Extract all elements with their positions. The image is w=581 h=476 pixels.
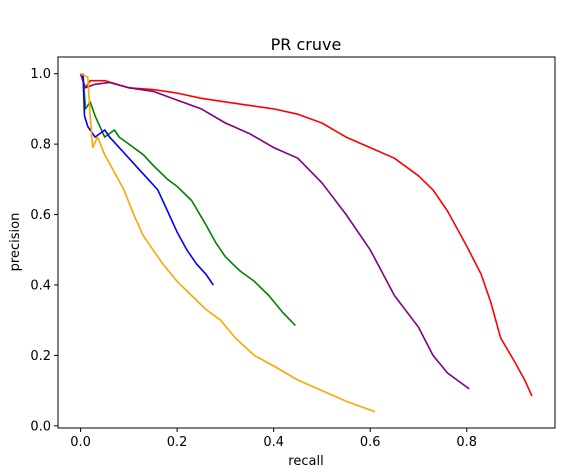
y-tick-label: 0.2 [30,349,51,364]
x-axis: 0.0 0.2 0.4 0.6 0.8 [70,428,477,450]
x-tick-label: 0.2 [167,435,188,450]
y-tick-label: 0.8 [30,138,51,153]
y-tick-label: 1.0 [30,67,51,82]
x-tick-label: 0.0 [70,435,91,450]
y-tick-label: 0.6 [30,208,51,223]
x-tick-label: 0.6 [360,435,381,450]
series-line-5 [80,72,376,413]
plot-frame [57,56,556,429]
x-tick-label: 0.4 [263,435,284,450]
series-line-2 [79,73,470,390]
chart-title: PR cruve [271,35,342,54]
y-axis: 0.0 0.2 0.4 0.6 0.8 1.0 [30,67,58,434]
y-tick-label: 0.0 [30,419,51,434]
y-axis-label: precision [8,213,23,272]
series-line-3 [82,73,296,327]
plot-area [79,72,533,413]
x-tick-label: 0.8 [456,435,477,450]
y-tick-label: 0.4 [30,278,51,293]
x-axis-label: recall [288,454,323,469]
series-line-4 [82,73,214,286]
